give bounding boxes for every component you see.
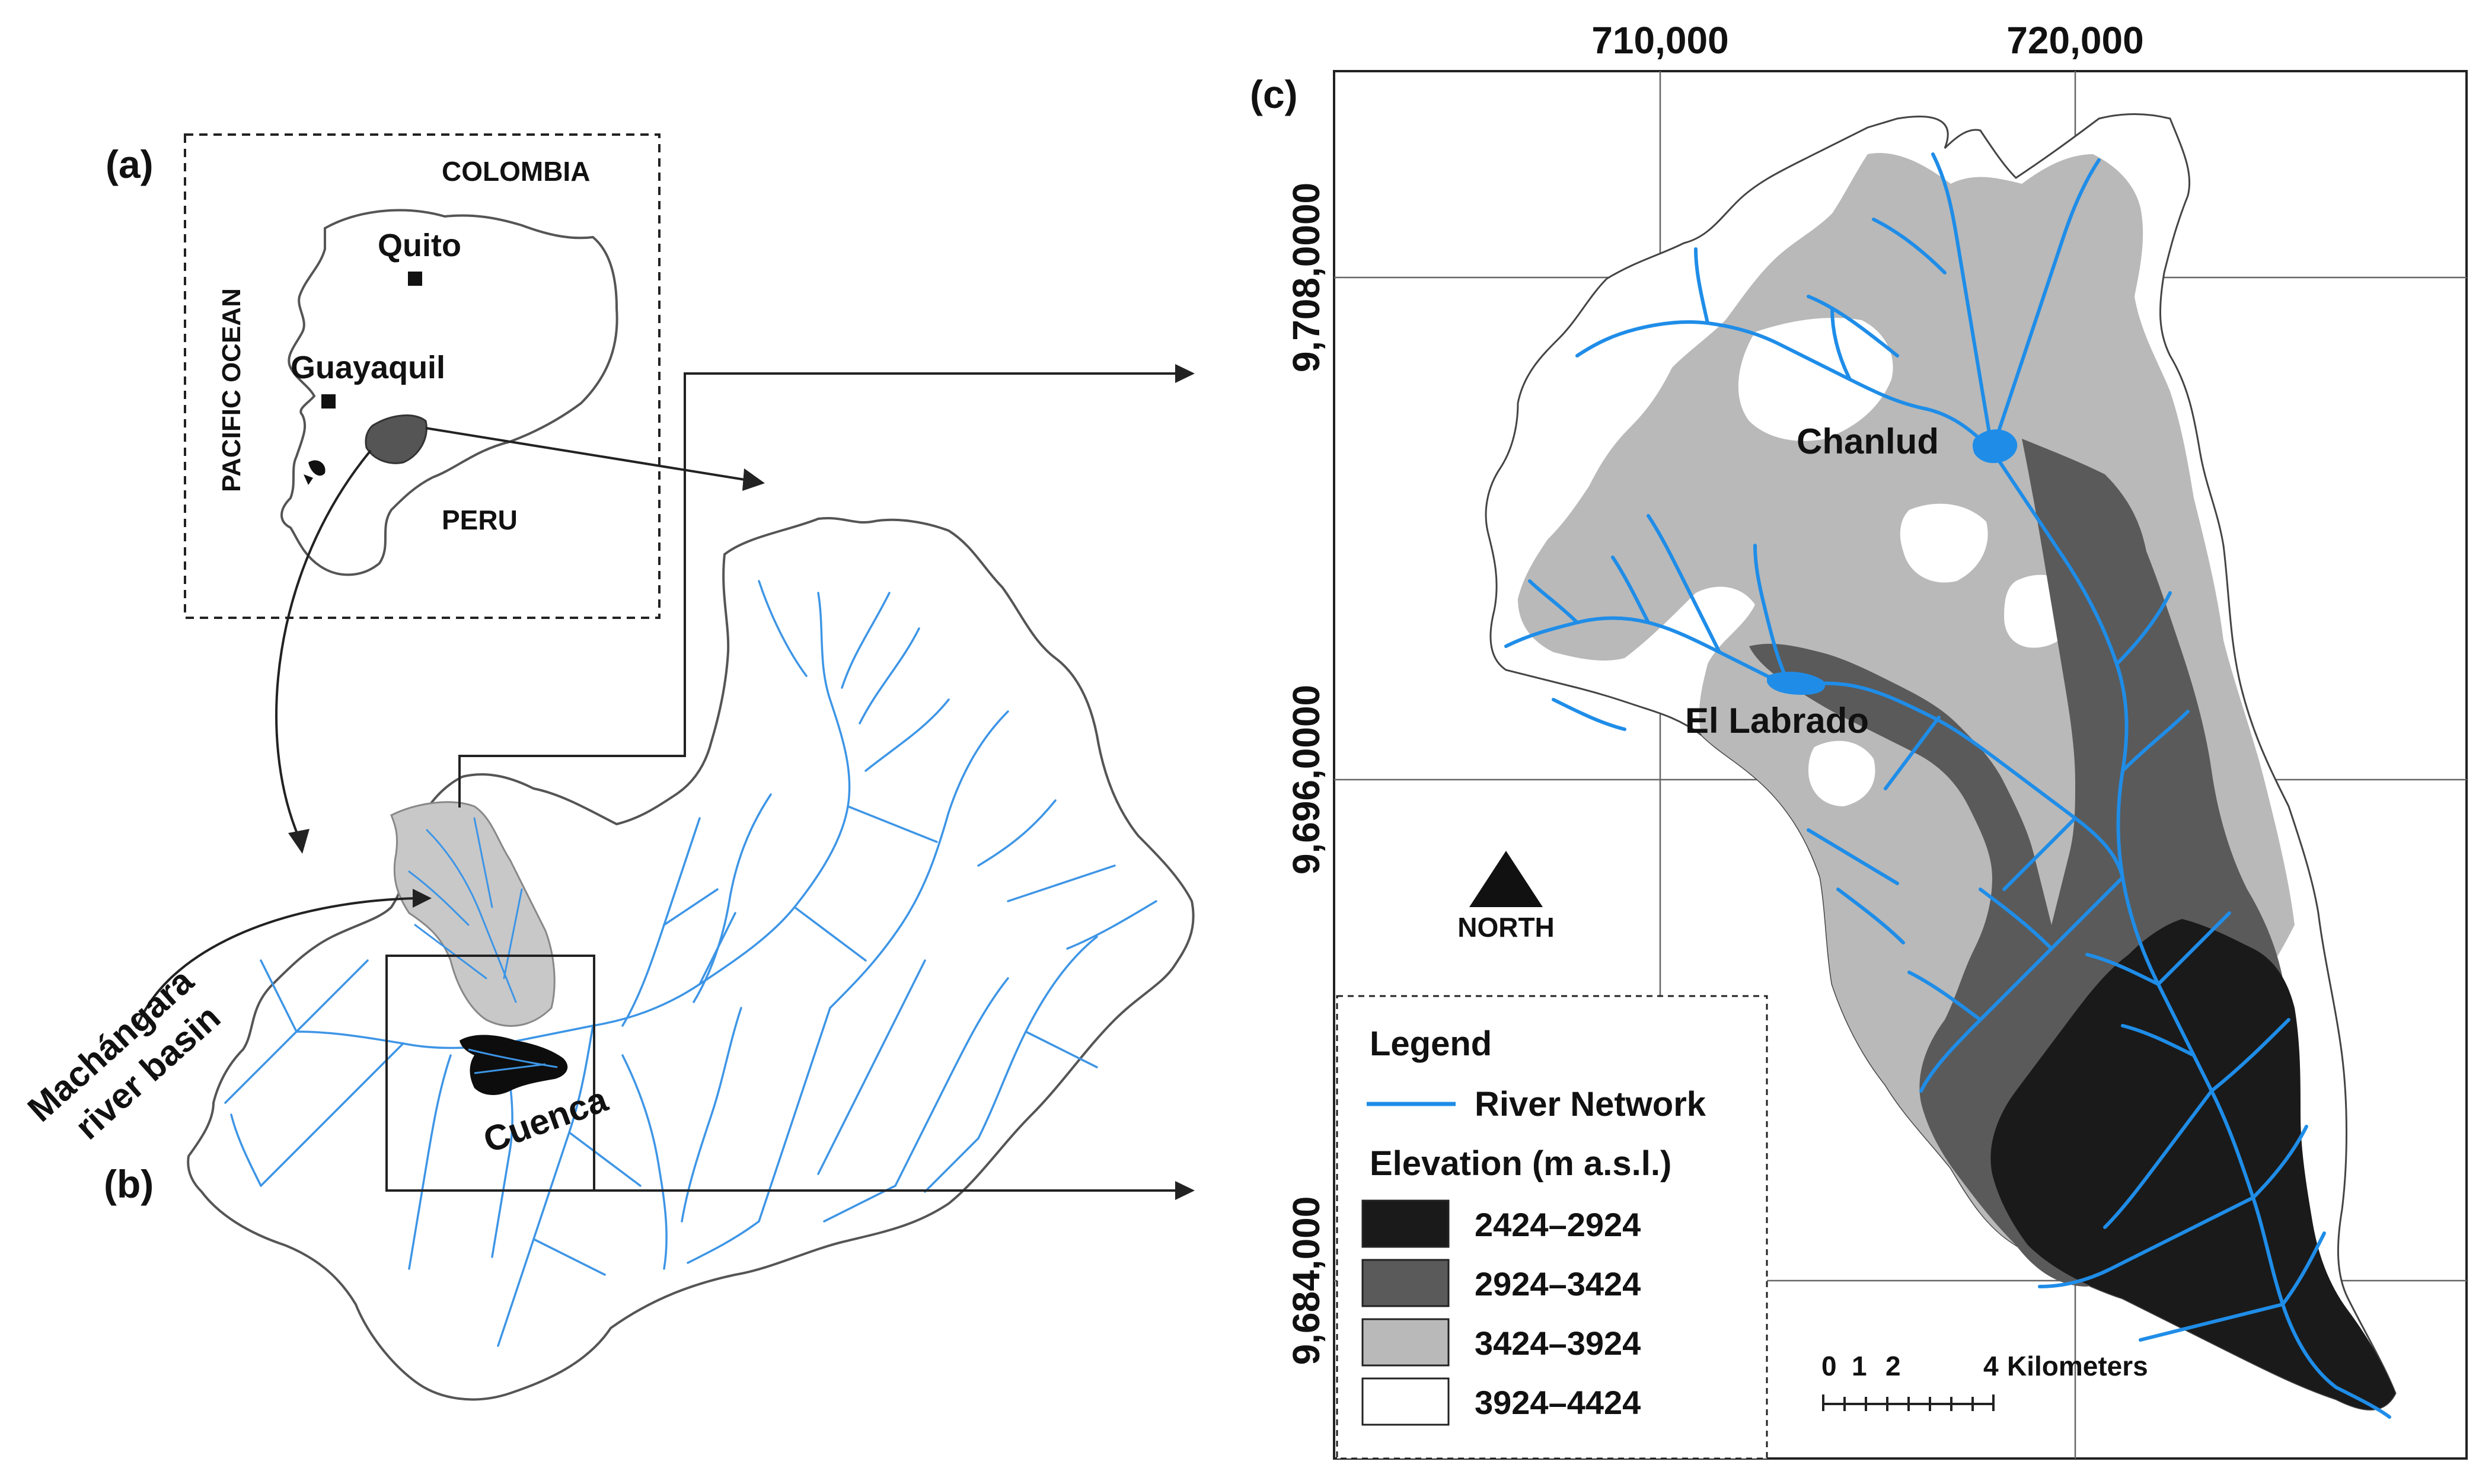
easting-tick-2: 720,000 [2006,19,2143,62]
elevation-white-patches [1738,318,2077,806]
easting-tick-1: 710,000 [1591,19,1728,62]
city-quito: Quito [378,228,461,263]
machangara-region-marker [365,414,427,464]
legend-swatch-1 [1361,1199,1450,1248]
country-colombia: COLOMBIA [442,156,590,187]
arrowhead-b [288,829,310,854]
scale-tick-2: 2 [1885,1351,1901,1381]
panel-b-tag: (b) [104,1162,154,1206]
northing-tick-1: 9,708,0000 [1285,183,1328,372]
connector-top-arrow [1175,364,1195,383]
northing-tick-3: 9,684,000 [1285,1196,1328,1365]
basin-pointer-arrowhead [413,889,432,908]
panel-c: (c) 710,000 720,000 9,708,0000 9,696,000… [1250,19,2468,1460]
city-guayaquil: Guayaquil [291,350,445,385]
panel-c-tag: (c) [1250,72,1298,116]
panel-a-frame [184,133,661,619]
machangara-river-network [408,817,523,1003]
el-labrado-reservoir [1767,672,1826,695]
scale-tick-4: 4 [1983,1351,1999,1381]
northing-tick-2: 9,696,0000 [1285,685,1328,875]
panel-b: Machángara river basin Cuenca (b) [20,364,1195,1401]
scale-bar: 0 1 2 4 Kilometers [1821,1351,2148,1411]
paute-river-network [224,580,1157,1347]
arrow-to-panel-b [275,449,372,840]
legend-swatch-4 [1361,1377,1450,1426]
quito-marker [408,272,422,286]
guayaquil-marker [321,394,336,409]
legend: Legend River Network Elevation (m a.s.l.… [1336,995,1768,1460]
panel-b-inset-box [385,955,595,1192]
legend-class-4: 3924–4424 [1475,1384,1641,1421]
paute-basin-outline [187,517,1195,1401]
legend-swatch-3 [1361,1318,1450,1367]
machangara-detail-river-network [1504,152,2391,1419]
pacific-ocean-label: PACIFIC OCEAN [217,288,246,492]
legend-river-label: River Network [1475,1085,1706,1124]
reservoir-el-labrado: El Labrado [1685,701,1869,741]
arrow-to-panel-c [425,427,749,481]
reservoir-chanlud: Chanlud [1797,422,1939,461]
scale-tick-0: 0 [1821,1351,1837,1381]
panel-a: (a) COLOMBIA PERU PACIFIC OCEAN Quito Gu… [106,133,765,854]
country-peru: PERU [442,505,518,535]
chanlud-reservoir [1973,429,2018,464]
scale-unit: Kilometers [2007,1351,2148,1381]
legend-title: Legend [1370,1025,1492,1063]
connector-top [458,372,1180,808]
north-arrow-label: NORTH [1457,912,1555,943]
panel-a-tag: (a) [106,142,154,186]
arrowhead-a [742,468,765,491]
connector-bottom-arrow [1175,1181,1195,1200]
basin-pointer-arrow [135,897,419,1029]
cuenca-streams [468,1048,558,1074]
scale-tick-1: 1 [1852,1351,1867,1381]
legend-class-2: 2924–3424 [1475,1265,1641,1303]
legend-class-1: 2424–2924 [1475,1206,1641,1243]
legend-class-3: 3424–3924 [1475,1325,1641,1362]
legend-elevation-title: Elevation (m a.s.l.) [1370,1144,1671,1183]
gulf-islands [304,460,326,485]
legend-swatch-2 [1361,1259,1450,1307]
north-arrow-icon [1469,851,1543,907]
ecuador-outline [280,209,618,576]
cuenca-city-area [460,1035,568,1095]
